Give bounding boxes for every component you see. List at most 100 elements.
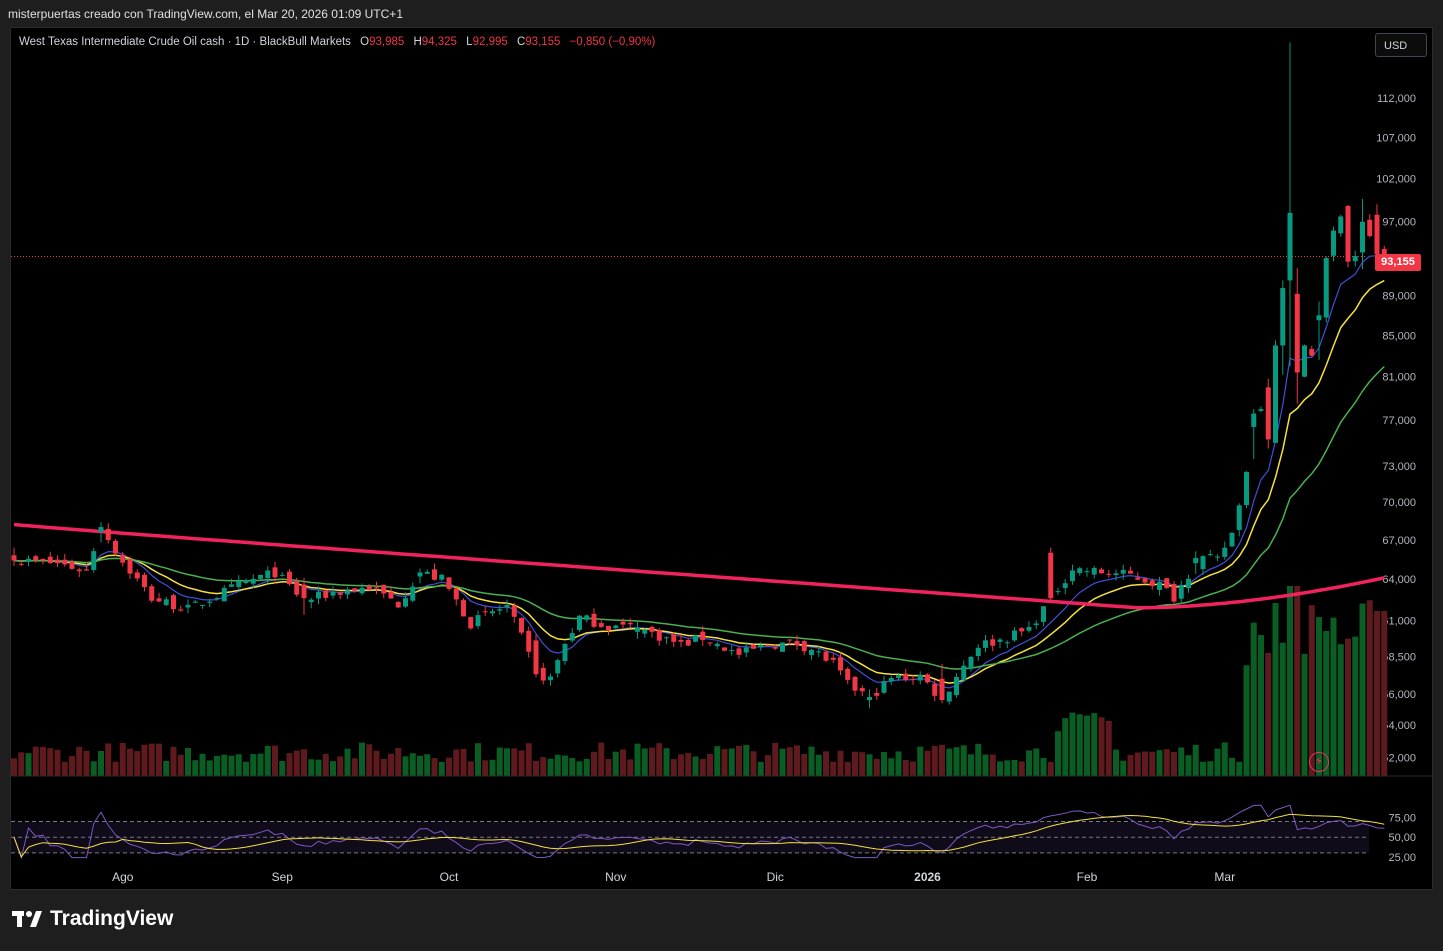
candle-body [990,639,996,646]
candle-body [475,615,481,627]
candle-body [627,622,633,625]
price-tick-label: 64,000 [1382,574,1416,586]
candle-body [1309,349,1315,356]
volume-bar [170,746,177,776]
time-axis-label: Sep [272,870,294,884]
candle-body [939,678,945,701]
candle-body [113,540,118,554]
candle-body [294,581,300,595]
candle-body [1055,591,1061,593]
candle-body [40,558,46,561]
candle-body [1316,315,1322,321]
candle-body [105,528,111,541]
volume-bar [402,756,409,776]
candle-body [801,641,807,652]
candle-body [33,556,39,561]
candle-body [1128,570,1133,574]
volume-bar [163,760,170,776]
candle-body [1193,557,1199,564]
volume-bar [873,758,880,776]
candle-body [983,640,988,648]
candle-body [1004,642,1010,644]
volume-bar [69,756,75,776]
volume-bar [1011,760,1018,776]
candle-body [925,674,930,683]
candle-body [1084,571,1090,573]
volume-bar [1258,635,1264,776]
volume-bar [656,743,663,776]
price-tick-label: 70,000 [1382,497,1416,509]
volume-bar [453,749,460,776]
candle-body [1287,212,1293,281]
volume-bar [772,742,779,776]
volume-bar [11,758,17,776]
candle-body [461,600,466,617]
symbol-title: West Texas Intermediate Crude Oil cash ·… [19,36,351,48]
price-tick-label: 89,000 [1382,291,1416,303]
price-chart[interactable]: 112,000 107,000 102,000 97,000 89,000 85,000 8… [11,28,1433,890]
volume-bar [1120,760,1127,776]
candle-body [693,635,698,642]
currency-button[interactable]: USD [1375,33,1427,57]
volume-bar [1352,636,1359,776]
volume-bar [228,755,235,776]
volume-bar [1127,754,1134,776]
volume-bar [1134,752,1141,776]
volume-bar [605,758,612,776]
candle-body [504,605,510,608]
volume-bar [866,754,873,776]
volume-bar [1265,652,1272,776]
lightning-icon[interactable]: ⚡ [1309,752,1329,772]
candle-body [946,691,952,702]
candle-body [258,574,263,579]
candle-body [1171,583,1177,602]
ma-slow-line [13,365,1385,670]
volume-bar [1113,749,1119,776]
volume-bar [982,754,989,776]
volume-bar [1272,603,1279,776]
volume-bar [90,761,97,776]
rsi-tick-label: 25,00 [1388,852,1416,864]
tradingview-brand[interactable]: TradingView [12,907,173,931]
volume-bar [446,757,452,776]
volume-bar [47,748,54,776]
volume-bar [286,753,293,776]
candle-body [845,668,851,680]
candle-body [613,625,619,628]
volume-bar [489,759,496,776]
volume-bar [714,746,721,776]
volume-bar [931,745,938,776]
candle-body [1294,293,1300,373]
candle-body [954,676,959,696]
volume-bar [25,753,32,776]
volume-bar [960,745,967,776]
volume-bar [322,753,329,776]
candle-body [1120,569,1126,574]
candle-body [577,615,582,630]
candle-body [62,559,68,565]
candle-body [569,633,575,641]
candle-body [656,630,662,641]
volume-bar [1323,630,1330,776]
candle-body [287,571,292,585]
price-tick-label: 73,000 [1382,461,1416,473]
candle-body [1345,205,1351,262]
candle-body [917,674,923,681]
candle-body [1360,221,1365,253]
volume-bar [105,743,112,776]
candle-body [1149,580,1155,586]
volume-bar [1040,757,1047,776]
chart-panel[interactable]: 112,000 107,000 102,000 97,000 89,000 85,000 8… [10,27,1433,890]
candle-body [446,577,452,589]
volume-bar [612,751,619,776]
volume-bar [1345,638,1351,776]
candle-body [519,617,524,633]
volume-bar [902,759,909,776]
candle-body [729,650,735,652]
volume-bar [192,760,199,776]
candle-body [765,644,771,646]
legend-close-key: C [516,36,526,48]
candle-body [272,567,278,578]
candle-body [722,647,727,651]
volume-bar [1026,750,1032,776]
